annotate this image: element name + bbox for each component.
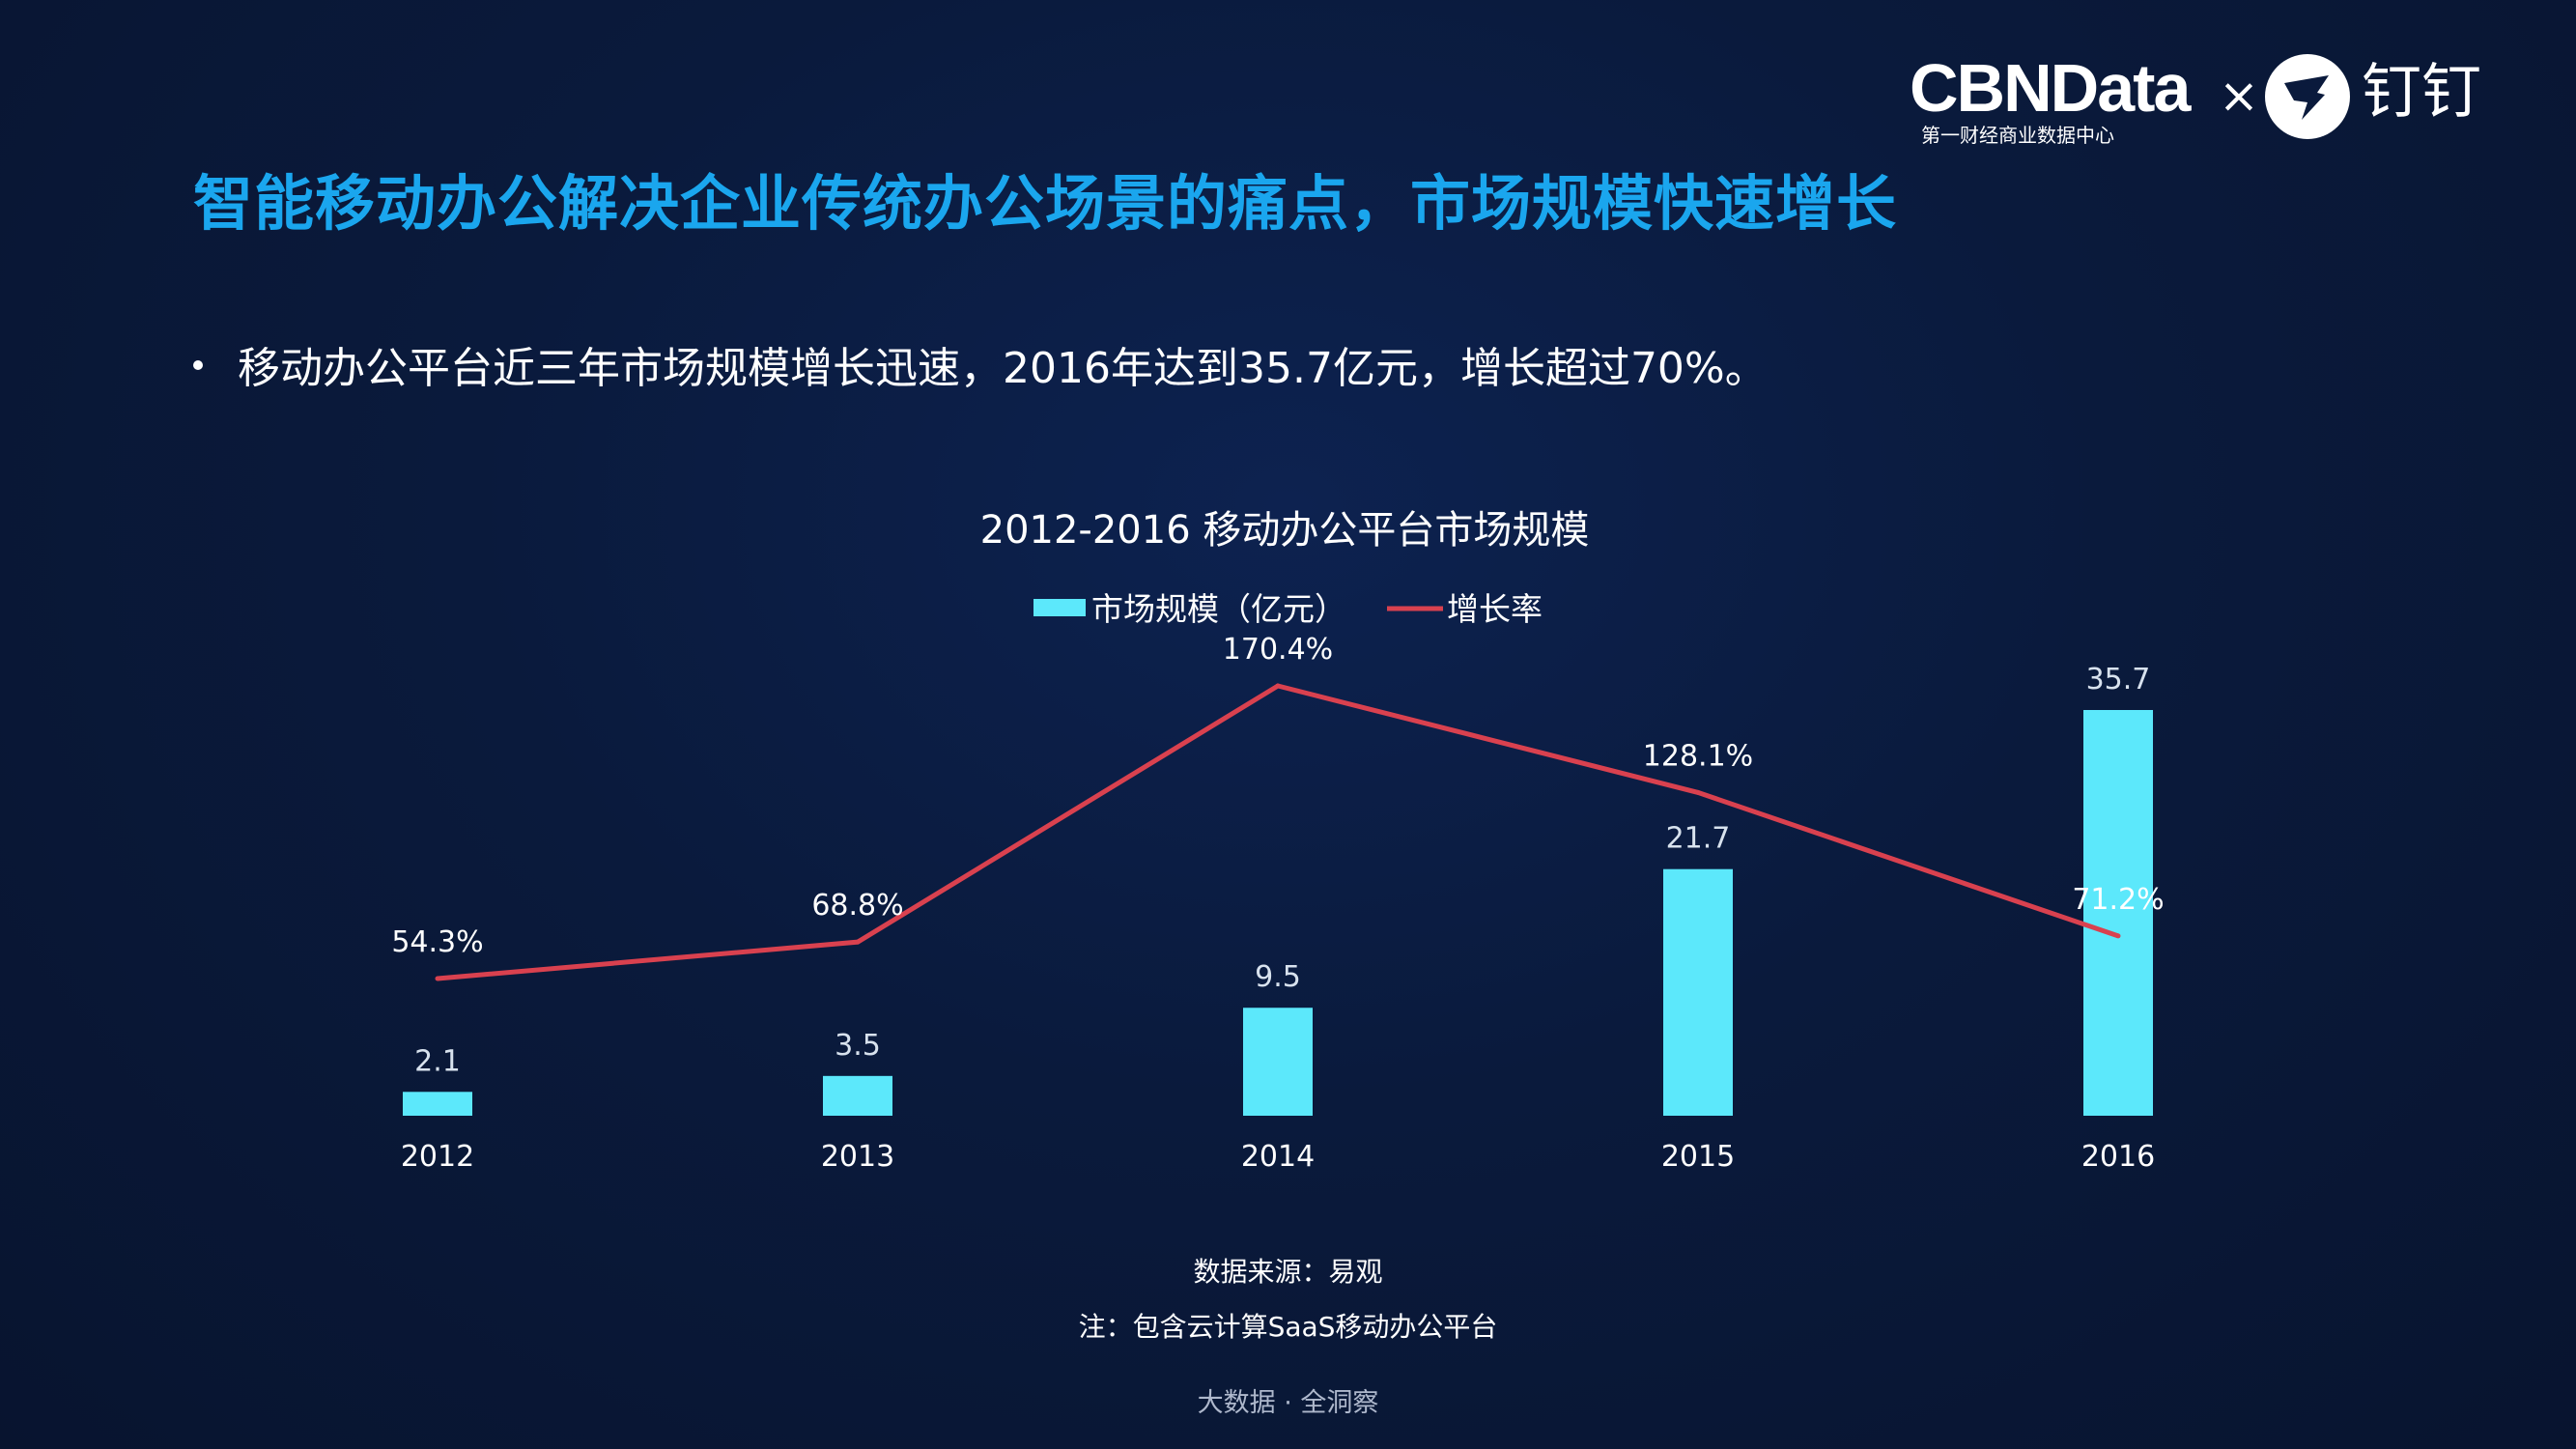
bullet-text: 移动办公平台近三年市场规模增长迅速，2016年达到35.7亿元，增长超过70%。 — [238, 344, 1768, 393]
page-title: 智能移动办公解决企业传统办公场景的痛点，市场规模快速增长 — [193, 168, 1898, 239]
growth-rate-point — [435, 976, 440, 981]
x-tick-label: 2016 — [2081, 1140, 2155, 1174]
growth-rate-label: 68.8% — [811, 889, 903, 923]
bar-value-label: 35.7 — [2086, 663, 2151, 696]
bullet-point: 移动办公平台近三年市场规模增长迅速，2016年达到35.7亿元，增长超过70%。 — [193, 333, 1768, 395]
legend: 市场规模（亿元） 增长率 — [1033, 590, 1543, 628]
bullet-dot-icon — [193, 360, 203, 370]
x-tick-label: 2012 — [401, 1140, 474, 1174]
growth-rate-label: 54.3% — [391, 925, 483, 959]
growth-rate-point — [855, 939, 861, 945]
growth-rate-point — [1695, 789, 1701, 795]
cbndata-logo: CBNData — [1910, 50, 2191, 126]
cbndata-subtitle: 第一财经商业数据中心 — [1921, 124, 2114, 147]
bar-2015 — [1663, 868, 1733, 1116]
legend-bar-swatch — [1033, 599, 1086, 616]
times-icon: × — [2219, 68, 2259, 124]
chart-title: 2012-2016 移动办公平台市场规模 — [980, 508, 1590, 553]
growth-rate-label: 128.1% — [1643, 739, 1753, 773]
growth-rate-point — [1275, 683, 1281, 689]
data-source: 数据来源：易观 — [1193, 1256, 1383, 1288]
bar-2012 — [403, 1092, 472, 1116]
logo-group: CBNData 第一财经商业数据中心 × 钉钉 — [1908, 50, 2506, 147]
tagline: 大数据 · 全洞察 — [1197, 1388, 1379, 1418]
dingtalk-icon — [2265, 54, 2350, 139]
x-tick-label: 2015 — [1661, 1140, 1735, 1174]
dingtalk-logo-text: 钉钉 — [2362, 56, 2482, 127]
growth-rate-label: 71.2% — [2072, 883, 2164, 917]
growth-rate-label: 170.4% — [1223, 633, 1333, 667]
bar-value-label: 9.5 — [1255, 960, 1301, 994]
bar-2013 — [823, 1075, 892, 1116]
data-note: 注：包含云计算SaaS移动办公平台 — [1078, 1311, 1498, 1343]
legend-bar-label: 市场规模（亿元） — [1091, 590, 1346, 628]
x-tick-label: 2014 — [1241, 1140, 1315, 1174]
growth-rate-line — [437, 683, 2119, 981]
bar-2014 — [1243, 1008, 1313, 1116]
growth-rate-point — [2115, 933, 2121, 939]
bar-value-label: 2.1 — [414, 1044, 461, 1078]
bar-value-label: 21.7 — [1666, 822, 1731, 856]
x-tick-label: 2013 — [821, 1140, 894, 1174]
bar-value-label: 3.5 — [835, 1029, 881, 1063]
legend-line-label: 增长率 — [1447, 590, 1543, 628]
bar-2016 — [2083, 710, 2153, 1116]
